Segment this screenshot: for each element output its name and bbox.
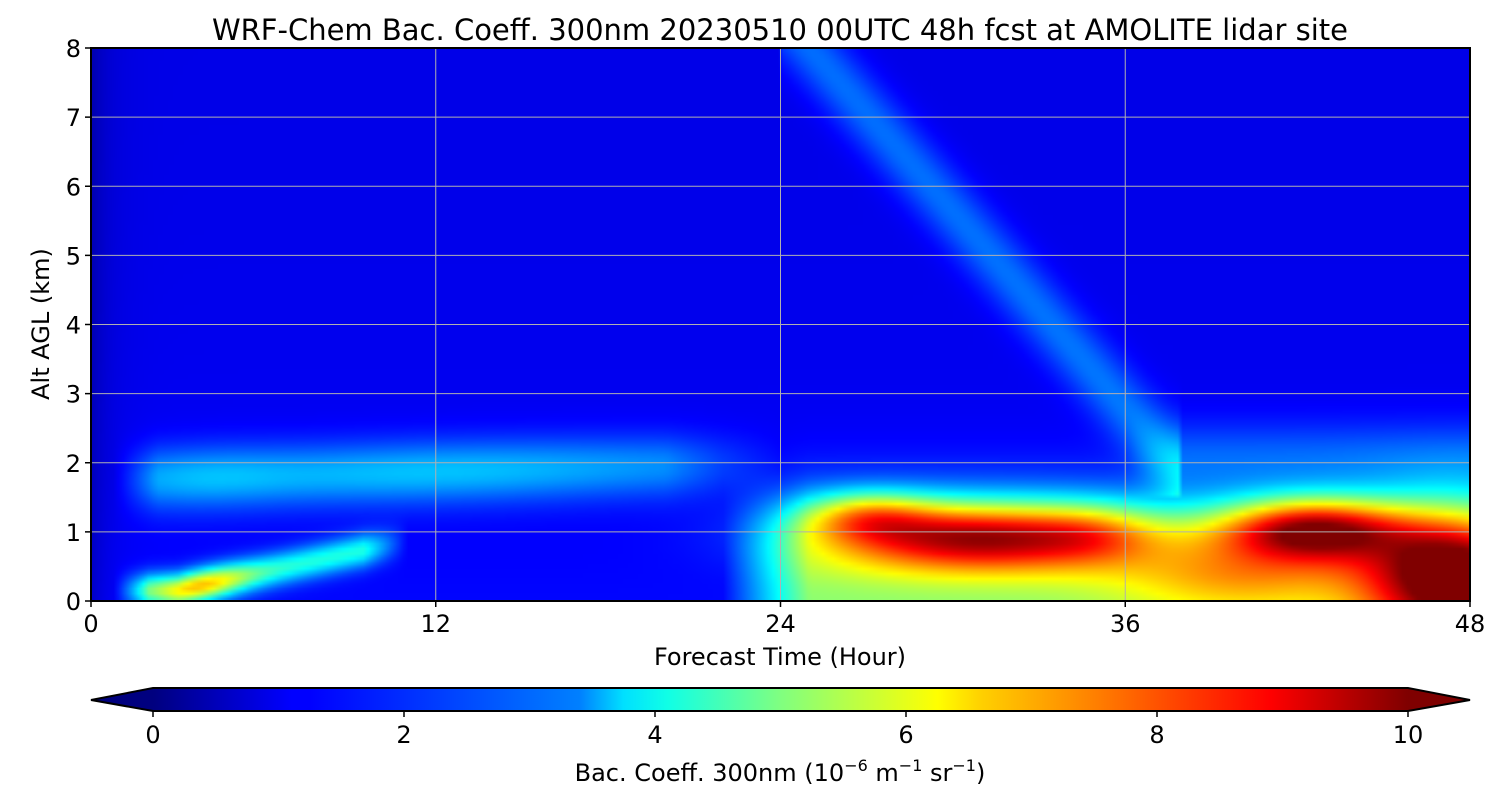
colorbar-label-exp3: −1 <box>952 756 976 775</box>
colorbar-tick-label: 4 <box>647 721 662 749</box>
colorbar-gradient <box>153 688 1408 711</box>
colorbar-tick-label: 6 <box>898 721 913 749</box>
y-tick-label: 4 <box>66 312 81 340</box>
y-tick-label: 5 <box>66 242 81 270</box>
x-tick-label: 0 <box>83 610 98 638</box>
colorbar-label-exp1: −6 <box>844 756 868 775</box>
colorbar-label: Bac. Coeff. 300nm (10−6 m−1 sr−1) <box>575 756 986 787</box>
colorbar: 0 2 4 6 8 10 Bac. Coeff. 300nm (10−6 m−1 sr−1… <box>90 687 1471 787</box>
x-axis-label: Forecast Time (Hour) <box>654 643 906 671</box>
x-tick-label: 24 <box>765 610 796 638</box>
colorbar-extend-min <box>91 688 153 711</box>
y-tick-label: 8 <box>66 35 81 63</box>
x-axis: 0 12 24 36 48 <box>83 601 1485 638</box>
colorbar-label-end: ) <box>976 759 985 787</box>
y-tick-label: 0 <box>66 588 81 616</box>
x-tick-label: 12 <box>420 610 451 638</box>
colorbar-label-exp2: −1 <box>899 756 923 775</box>
chart-title: WRF-Chem Bac. Coeff. 300nm 20230510 00UT… <box>212 13 1348 47</box>
y-axis-label: Alt AGL (km) <box>27 248 55 400</box>
y-tick-label: 2 <box>66 450 81 478</box>
colorbar-tick-label: 10 <box>1393 721 1424 749</box>
y-tick-label: 1 <box>66 519 81 547</box>
y-tick-label: 7 <box>66 104 81 132</box>
colorbar-tick-label: 8 <box>1149 721 1164 749</box>
x-tick-label: 48 <box>1455 610 1486 638</box>
colorbar-label-main: Bac. Coeff. 300nm (10 <box>575 759 845 787</box>
x-tick-label: 36 <box>1110 610 1141 638</box>
colorbar-ticks: 0 2 4 6 8 10 <box>145 711 1423 749</box>
y-tick-label: 3 <box>66 381 81 409</box>
colorbar-extend-max <box>1408 688 1470 711</box>
colorbar-tick-label: 2 <box>396 721 411 749</box>
colorbar-tick-label: 0 <box>145 721 160 749</box>
colorbar-label-mid2: sr <box>922 759 952 787</box>
colorbar-label-mid: m <box>868 759 899 787</box>
y-axis: 0 1 2 3 4 5 6 7 8 <box>66 35 91 616</box>
y-tick-label: 6 <box>66 173 81 201</box>
